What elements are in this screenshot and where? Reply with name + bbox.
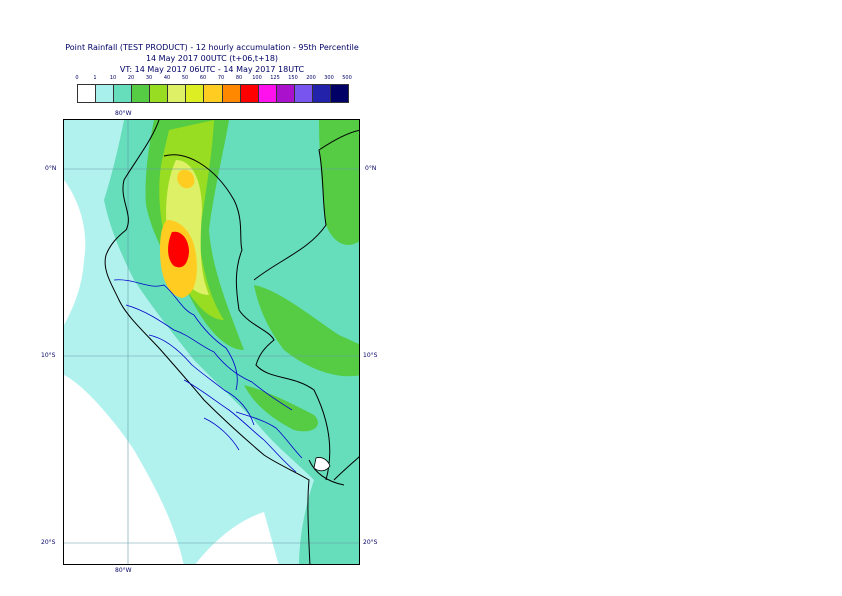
moderate-rain-area	[254, 285, 359, 377]
legend-label: 500	[342, 75, 352, 81]
legend-label: 200	[306, 75, 316, 81]
legend-label: 70	[217, 75, 225, 81]
legend-swatch	[204, 85, 223, 102]
valid-time: VT: 14 May 2017 06UTC - 14 May 2017 18UT…	[119, 65, 305, 74]
legend-label: 20	[127, 75, 135, 81]
coastline	[104, 120, 311, 564]
latitude-label-right-20: 20°S	[363, 539, 378, 546]
legend-swatch	[132, 85, 151, 102]
country-border	[163, 154, 331, 481]
legend-swatch	[330, 85, 348, 102]
latitude-label-right-0: 0°N	[365, 165, 377, 172]
latitude-label-left-10: 10°S	[41, 352, 56, 359]
regional-boundaries	[113, 279, 303, 473]
legend-label: 300	[324, 75, 334, 81]
colour-legend	[77, 84, 349, 103]
longitude-label-top: 80°W	[115, 110, 132, 117]
moderate-rain-area	[319, 120, 359, 245]
legend-swatch	[258, 85, 277, 102]
country-border	[333, 456, 359, 481]
legend-swatch	[276, 85, 295, 102]
dry-ocean-area	[195, 512, 279, 564]
base-time: 14 May 2017 00UTC (t+06,t+18)	[145, 54, 279, 63]
legend-label: 60	[199, 75, 207, 81]
legend-label: 50	[181, 75, 189, 81]
dry-ocean-area	[64, 180, 86, 325]
legend-swatch	[96, 85, 115, 102]
legend-swatch	[240, 85, 259, 102]
legend-label: 100	[252, 75, 262, 81]
country-border	[253, 129, 359, 281]
rainfall-map	[63, 119, 360, 565]
legend-label: 125	[270, 75, 280, 81]
legend-swatch	[114, 85, 133, 102]
legend-swatch	[150, 85, 169, 102]
extreme-rain-area	[168, 231, 189, 268]
latitude-label-right-10: 10°S	[363, 352, 378, 359]
legend-swatch	[186, 85, 205, 102]
dry-ocean-area	[64, 375, 184, 564]
latitude-label-left-0: 0°N	[45, 165, 57, 172]
legend-swatch	[168, 85, 187, 102]
country-border	[308, 459, 345, 486]
longitude-label-bottom: 80°W	[115, 567, 132, 574]
legend-swatch	[312, 85, 331, 102]
legend-label: 80	[235, 75, 243, 81]
legend-swatch	[78, 85, 97, 102]
legend-label: 150	[288, 75, 298, 81]
legend-labels: 0 1 10 20 30 40 50 60 70 80 100 125 150 200 300 500	[0, 75, 842, 84]
legend-label: 30	[145, 75, 153, 81]
legend-swatch	[294, 85, 313, 102]
very-heavy-rain-area	[177, 169, 195, 189]
legend-label: 0	[75, 75, 79, 81]
legend-label: 1	[93, 75, 97, 81]
latitude-label-left-20: 20°S	[41, 539, 56, 546]
legend-label: 40	[163, 75, 171, 81]
legend-swatch	[222, 85, 241, 102]
dry-ocean-area	[64, 420, 124, 515]
legend-label: 10	[109, 75, 117, 81]
map-title: Point Rainfall (TEST PRODUCT) - 12 hourl…	[65, 43, 359, 52]
moderate-rain-area	[244, 385, 318, 432]
lake	[313, 457, 331, 472]
